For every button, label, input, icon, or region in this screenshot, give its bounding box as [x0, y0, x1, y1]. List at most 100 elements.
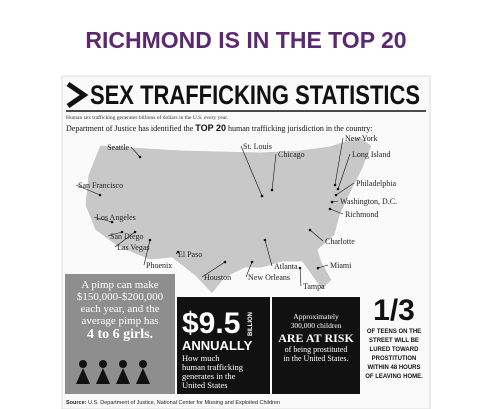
city-label: Chicago	[278, 150, 305, 159]
city-dot	[316, 266, 320, 270]
city-pointer	[201, 261, 226, 278]
city-dot	[98, 193, 102, 197]
city-pointer	[107, 231, 123, 237]
city-dot	[110, 220, 114, 224]
city-dot	[308, 228, 312, 232]
panel-line: each year, and the	[81, 303, 160, 315]
panel-line: OF TEENS ON THE	[367, 329, 421, 335]
city-pointer	[143, 239, 151, 266]
panel-line: WITHIN 48 HOURS	[367, 365, 420, 371]
city-label: Las Vegas	[117, 243, 150, 252]
panel-line: PROSTITUTION	[372, 356, 417, 362]
subheading: Human sex trafficking generates billions…	[66, 114, 229, 121]
us-map	[84, 135, 373, 295]
city-label: Seattle	[107, 143, 129, 152]
girl-icon	[76, 360, 90, 384]
city-label: El Paso	[178, 250, 202, 259]
money-unit: BILLION	[248, 312, 254, 336]
city-dot	[298, 266, 302, 270]
intro: Department of Justice has identified the…	[66, 123, 372, 133]
city-label: San Francisco	[78, 181, 123, 190]
city-label: Phoenix	[146, 261, 172, 270]
city-label: Tampa	[303, 282, 325, 291]
city-label: New York	[345, 134, 377, 143]
source: Source: U.S. Department of Justice, Nati…	[66, 400, 280, 406]
city-pointer	[335, 182, 355, 196]
source-label: Source:	[66, 400, 87, 406]
panel-line: 300,000 children	[291, 321, 342, 330]
city-pointer	[317, 264, 329, 269]
city-labels: Seattle St. Louis Chicago New York Long Isla…	[75, 134, 397, 291]
panel-line: average pimp has	[82, 315, 159, 327]
city-label: Washington, D.C.	[340, 197, 397, 206]
city-dot	[148, 238, 152, 242]
girl-icon	[96, 360, 110, 384]
city-pointer	[299, 267, 302, 287]
intro-before: Department of Justice has identified the	[66, 124, 194, 133]
panel-line: in the United States.	[284, 354, 349, 363]
city-dot	[336, 187, 340, 191]
panel-line: ARE AT RISK	[278, 331, 354, 345]
city-pointer	[309, 229, 324, 242]
teens-text: OF TEENS ON THE STREET WILL BE LURED TOWAR…	[365, 329, 423, 380]
city-dot	[120, 230, 124, 234]
girl-icon	[136, 360, 150, 384]
intro-after: human trafficking jurisdiction in the co…	[228, 124, 373, 133]
panel-line: LURED TOWARD	[370, 347, 420, 353]
panel-line: $150,000-$200,000	[77, 291, 164, 303]
city-dot	[260, 194, 264, 198]
city-dot	[270, 188, 274, 192]
panel-line: OF LEAVING HOME.	[365, 374, 423, 380]
girl-icon	[116, 360, 130, 384]
city-label: Atlanta	[274, 262, 298, 271]
panel-line: of being prostituted	[285, 345, 348, 354]
money-period: ANNUALLY	[182, 338, 253, 353]
city-pointer	[264, 239, 273, 267]
slide-title: RICHMOND IS IN THE TOP 20	[85, 27, 406, 53]
city-pointer	[240, 145, 263, 197]
intro-bold: TOP 20	[195, 123, 226, 133]
city-pointer	[130, 146, 141, 158]
girl-icons	[76, 360, 150, 384]
city-dot	[263, 238, 267, 242]
panel-line: generates in the	[182, 371, 236, 381]
city-label: San Diego	[110, 232, 144, 241]
panel-line: STREET WILL BE	[369, 338, 419, 344]
city-dot	[176, 250, 180, 254]
city-label: St. Louis	[243, 142, 272, 151]
city-pointer	[245, 261, 253, 278]
city-label: Los Angeles	[96, 213, 136, 222]
city-pointer	[334, 137, 344, 186]
city-pointer	[271, 153, 277, 191]
city-dot	[250, 260, 254, 264]
money-amount: $9.5	[182, 307, 240, 340]
panel-line: United States	[182, 380, 228, 390]
city-dot	[133, 230, 137, 234]
arrow-icon	[66, 81, 89, 109]
teens-fraction: 1/3	[373, 294, 415, 327]
city-dot	[328, 207, 332, 211]
heading: SEX TRAFFICKING STATISTICS	[90, 80, 420, 110]
city-pointer	[93, 216, 113, 223]
city-dot	[138, 155, 142, 159]
city-pointer	[75, 184, 101, 196]
city-label: Houston	[204, 273, 231, 282]
city-label: Richmond	[345, 210, 378, 219]
panel-line: human trafficking	[182, 362, 244, 372]
city-dot	[334, 193, 338, 197]
panel-line: How much	[182, 353, 220, 363]
city-label: Miami	[330, 261, 352, 270]
panel-line: 4 to 6 girls.	[87, 327, 153, 342]
city-label: Charlotte	[325, 237, 355, 246]
city-pointer	[337, 153, 351, 190]
city-dot	[330, 200, 334, 204]
panel-line: A pimp can make	[81, 279, 158, 291]
city-label: New Orleans	[248, 273, 290, 282]
city-label: Philadelphia	[356, 179, 396, 188]
source-text: U.S. Department of Justice, National Cen…	[88, 400, 280, 406]
children-panel	[272, 297, 360, 394]
city-pointer	[329, 208, 344, 215]
city-pointer	[114, 231, 136, 248]
